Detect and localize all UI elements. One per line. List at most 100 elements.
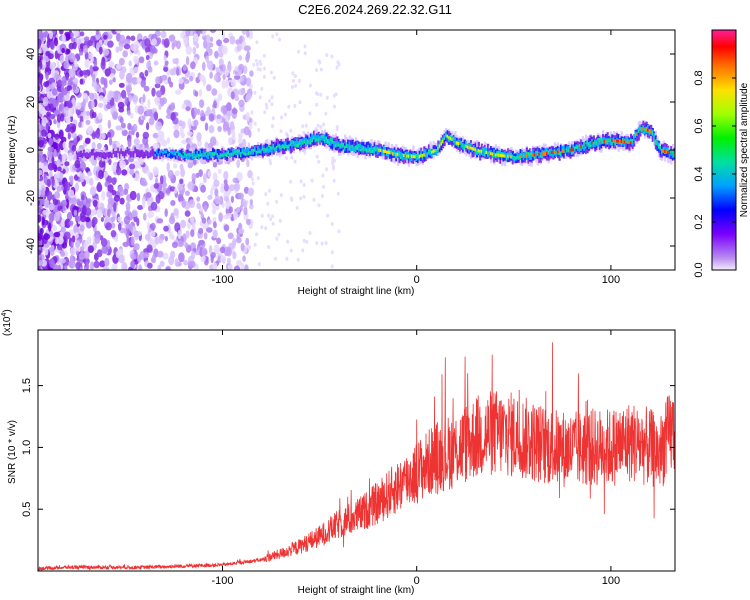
noise-dot: [203, 232, 208, 240]
ridge-cell: [280, 145, 283, 149]
noise-dot: [48, 203, 55, 211]
noise-dot: [38, 50, 41, 56]
ridge-cell: [342, 143, 345, 147]
noise-dot: [120, 89, 127, 99]
noise-dot: [221, 79, 226, 89]
ridge-cell: [485, 147, 488, 153]
ridge-cell: [359, 143, 362, 148]
noise-dot: [206, 60, 214, 70]
noise-dot: [115, 125, 122, 131]
ridge-cell: [563, 150, 566, 158]
noise-dot: [151, 87, 156, 97]
ridge-core: [479, 149, 482, 153]
noise-dot: [157, 264, 162, 270]
noise-dot: [330, 250, 334, 255]
noise-dot: [222, 121, 230, 131]
ridge-cell: [469, 142, 473, 149]
ridge-cell: [83, 149, 86, 157]
noise-dot: [88, 52, 94, 60]
noise-dot: [38, 233, 43, 242]
noise-dot: [133, 243, 140, 251]
ridge-cell: [569, 149, 572, 156]
noise-dot: [271, 214, 274, 219]
noise-dot: [233, 74, 241, 80]
ridge-cell: [174, 152, 177, 160]
noise-dot: [113, 194, 121, 202]
noise-dot: [81, 194, 85, 201]
ridge-cell: [309, 136, 313, 141]
noise-dot: [203, 173, 207, 184]
ridge-cell: [267, 145, 271, 148]
noise-dot: [96, 142, 102, 150]
noise-dot: [107, 40, 114, 48]
ridge-cell: [365, 142, 368, 152]
noise-dot: [154, 83, 161, 89]
ridge-cell: [216, 148, 219, 156]
noise-dot: [177, 182, 184, 191]
ridge-cell: [173, 150, 176, 156]
ridge-cell: [504, 151, 507, 157]
noise-dot: [248, 122, 253, 130]
ridge-core: [564, 149, 568, 153]
noise-dot: [303, 51, 307, 56]
ridge-cell: [121, 151, 125, 157]
ridge-cell: [194, 150, 198, 157]
ridge-cell: [569, 147, 572, 151]
ridge-cell: [406, 151, 409, 157]
ridge-cell: [221, 148, 224, 157]
noise-dot: [294, 83, 297, 88]
ridge-cell: [149, 150, 153, 158]
ridge-cell: [185, 153, 188, 157]
ridge-cell: [308, 141, 311, 144]
noise-dot: [123, 188, 129, 195]
ridge-cell: [300, 138, 303, 142]
noise-dot: [126, 237, 130, 245]
ridge-cell: [656, 141, 659, 146]
ridge-cell: [196, 153, 199, 158]
noise-dot: [69, 126, 75, 134]
ridge-cell: [409, 155, 412, 162]
ridge-cell: [167, 150, 170, 156]
noise-dot: [245, 237, 250, 246]
noise-dot: [156, 136, 163, 143]
noise-dot: [181, 103, 187, 110]
ridge-cell: [208, 152, 212, 156]
ridge-cell: [207, 155, 210, 160]
noise-dot: [170, 112, 176, 121]
ridge-cell: [254, 148, 257, 157]
ridge-cell: [653, 132, 656, 139]
noise-dot: [85, 119, 91, 125]
ridge-cell: [614, 141, 617, 146]
noise-dot: [196, 196, 201, 202]
ridge-cell: [452, 136, 455, 140]
noise-dot: [227, 232, 234, 240]
noise-dot: [164, 208, 168, 217]
noise-dot: [141, 115, 146, 121]
ridge-cell: [395, 154, 398, 159]
noise-dot: [322, 184, 325, 189]
colorbar: 0.0 0.2 0.4 0.6 0.8 Normalized spectral ampl…: [693, 29, 750, 278]
ridge-cell: [350, 145, 353, 152]
noise-dot: [101, 190, 106, 201]
ridge-cell: [473, 145, 476, 150]
ridge-cell: [527, 152, 530, 156]
ridge-core: [665, 150, 669, 154]
ridge-core: [480, 149, 484, 153]
noise-dot: [317, 159, 321, 164]
noise-dot: [42, 59, 46, 65]
noise-dot: [173, 124, 180, 130]
noise-dot: [38, 30, 43, 40]
noise-dot: [227, 127, 231, 136]
noise-dot: [269, 70, 273, 75]
noise-dot: [228, 137, 233, 145]
noise-dot: [59, 54, 65, 64]
noise-dot: [208, 245, 213, 254]
noise-dot: [138, 56, 145, 64]
ridge-cell: [167, 153, 170, 158]
noise-dot: [106, 239, 111, 250]
ridge-cell: [532, 149, 535, 156]
noise-dot: [75, 261, 81, 270]
ridge-cell: [516, 152, 519, 159]
ridge-cell: [463, 140, 466, 148]
noise-dot: [230, 78, 237, 88]
